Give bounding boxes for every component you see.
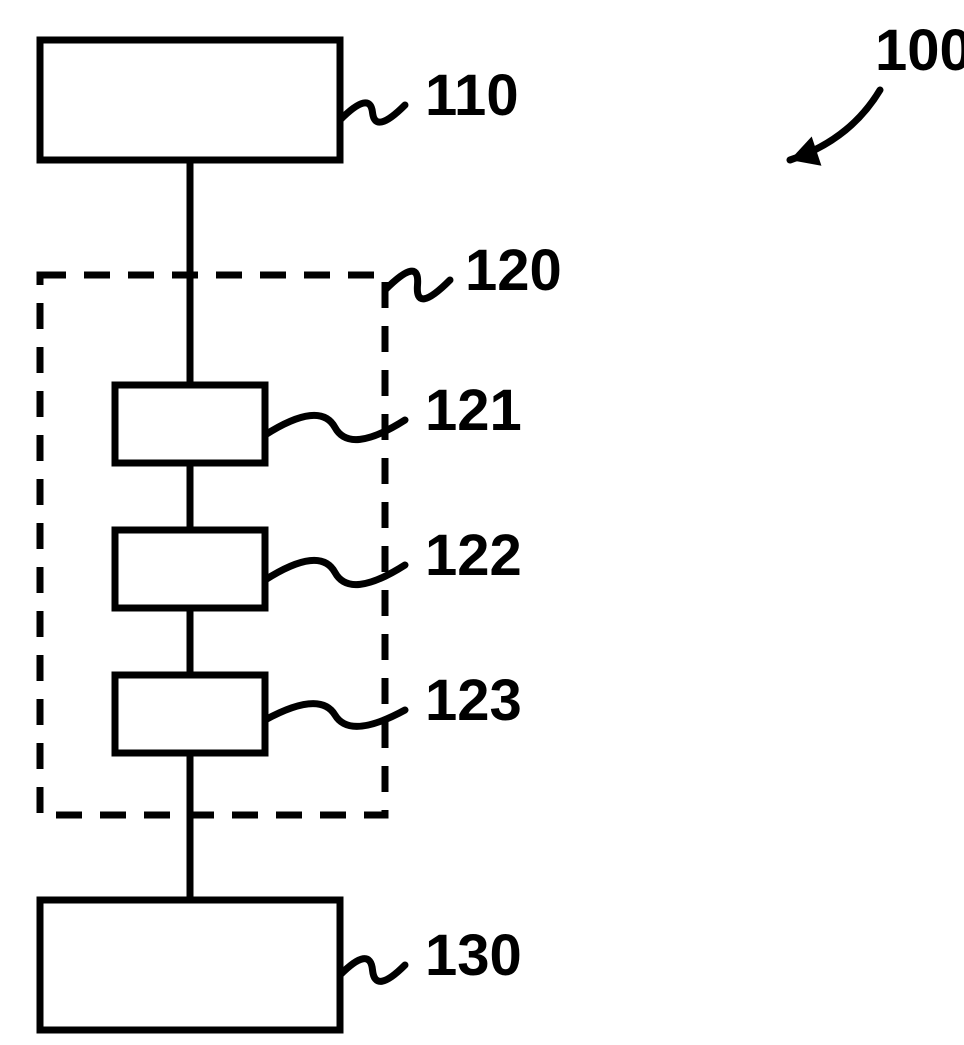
label-110: 110: [425, 63, 519, 128]
block-121: [115, 385, 265, 463]
callout-110: [340, 103, 405, 122]
label-122: 122: [425, 523, 522, 588]
label-121: 121: [425, 378, 522, 443]
container-120: [40, 275, 385, 815]
label-130: 130: [425, 923, 522, 988]
callout-120: [385, 271, 450, 299]
label-123: 123: [425, 668, 522, 733]
callout-123: [265, 704, 405, 727]
label-100: 100: [875, 18, 964, 83]
block-130: [40, 900, 340, 1030]
callout-130: [340, 959, 405, 982]
label-120: 120: [465, 238, 562, 303]
block-123: [115, 675, 265, 753]
block-122: [115, 530, 265, 608]
block-110: [40, 40, 340, 160]
